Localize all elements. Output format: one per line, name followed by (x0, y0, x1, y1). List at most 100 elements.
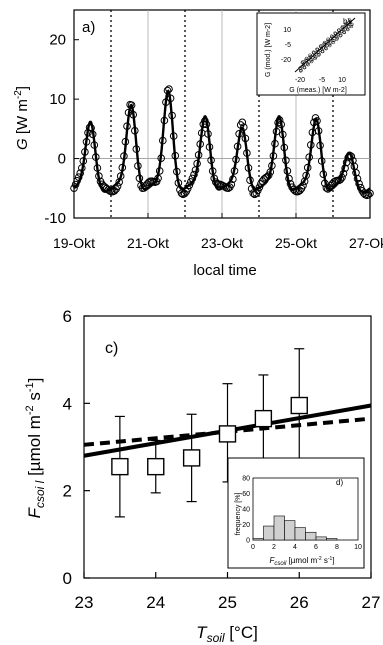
measured-point (316, 141, 324, 150)
measured-point (244, 164, 253, 172)
measured-point (88, 130, 97, 139)
panel-c-ylabel: Fcsoi l [µmol m-2 s-1] (24, 378, 47, 519)
histogram-bar (252, 538, 264, 541)
measured-point (95, 172, 103, 180)
inset-d-y-tick-label: 60 (242, 491, 250, 498)
panel-d-ylabel: frequency [%] (235, 493, 242, 536)
measured-point (341, 164, 349, 172)
inset-point (301, 62, 306, 66)
panel-d-xlabel: Fcsoil [µmol m-2 s-1] (269, 556, 334, 567)
inset-point (310, 57, 314, 62)
inset-point (314, 51, 319, 55)
measured-point (233, 142, 242, 151)
data-square (290, 396, 308, 415)
inset-point (333, 31, 338, 36)
measured-point (366, 189, 374, 198)
inset-point (331, 40, 335, 45)
panel-a-label: a) (82, 19, 95, 36)
measured-point (187, 178, 195, 186)
inset-point (321, 49, 325, 54)
measured-point (154, 174, 162, 183)
measured-point (129, 110, 137, 119)
measured-point (190, 170, 198, 179)
measured-point (302, 171, 310, 180)
measured-point (286, 180, 295, 188)
measured-point (73, 177, 81, 185)
y-tick-label: 0 (63, 569, 72, 588)
inset-d-y-tick-label: 40 (242, 507, 250, 514)
measured-point (313, 117, 321, 125)
measured-point (127, 101, 136, 109)
x-tick-label: 23 (75, 593, 94, 612)
inset-point (319, 46, 324, 51)
inset-point (314, 55, 318, 59)
data-square (111, 457, 129, 476)
measured-point (134, 162, 142, 170)
measured-point (353, 174, 362, 183)
measured-point (124, 108, 133, 117)
measured-point (280, 143, 289, 152)
measured-point (188, 174, 197, 183)
measured-point (339, 169, 348, 178)
x-tick-label: 26 (290, 593, 309, 612)
measured-point (90, 141, 99, 149)
measured-point (319, 170, 328, 178)
inset-point (328, 43, 332, 48)
inset-point (311, 50, 316, 54)
inset-point (308, 54, 313, 59)
measured-point (285, 174, 293, 183)
panel-d-marks: 0 20 40 60 80 0 2 4 6 8 10 (242, 476, 362, 552)
measured-point (121, 137, 130, 146)
measured-point (299, 181, 307, 190)
measured-point (93, 164, 102, 172)
inset-point (333, 31, 337, 35)
inset-point (317, 52, 321, 56)
measured-point (131, 126, 139, 135)
measured-point (155, 167, 164, 175)
inset-y-tick-label: 10 (283, 27, 291, 34)
measured-point (283, 167, 292, 175)
inset-point (335, 36, 340, 40)
x-tick-label: 27 (362, 593, 381, 612)
inset-point (337, 28, 341, 32)
measured-point (322, 184, 331, 192)
measured-point (171, 151, 180, 160)
inset-point (339, 29, 344, 34)
y-tick-label: 2 (63, 482, 72, 501)
inset-point (350, 22, 354, 26)
measured-point (305, 153, 314, 161)
inset-point (300, 65, 304, 69)
inset-point (304, 56, 309, 61)
inset-point (349, 24, 354, 29)
measured-point (168, 111, 176, 120)
measured-point (277, 120, 286, 129)
inset-d-y-tick-label: 0 (246, 538, 250, 545)
histogram-bar (263, 525, 275, 541)
measured-point (338, 173, 346, 182)
measured-point (269, 152, 278, 160)
x-tick-label: 25 (218, 593, 237, 612)
measured-point (163, 86, 172, 95)
inset-point (312, 51, 316, 55)
measured-point (229, 175, 237, 183)
measured-point (82, 138, 91, 146)
measured-point (275, 116, 284, 124)
histogram-bar (294, 527, 306, 541)
x-tick-label: 21-Okt (127, 235, 169, 251)
measured-point (355, 179, 363, 188)
data-square (182, 449, 201, 467)
measured-point (271, 139, 279, 148)
measured-point (205, 143, 214, 151)
inset-d-y-tick-label: 20 (242, 522, 250, 529)
y-tick-label: 4 (63, 394, 72, 413)
measured-point (160, 116, 169, 125)
inset-d-x-tick-label: 2 (272, 544, 276, 551)
inset-point (348, 19, 352, 24)
measured-point (159, 136, 167, 145)
measured-point (317, 157, 326, 165)
y-tick-label: 6 (63, 307, 72, 326)
inset-point (328, 41, 333, 45)
measured-point (243, 149, 251, 157)
inset-point (342, 30, 347, 35)
